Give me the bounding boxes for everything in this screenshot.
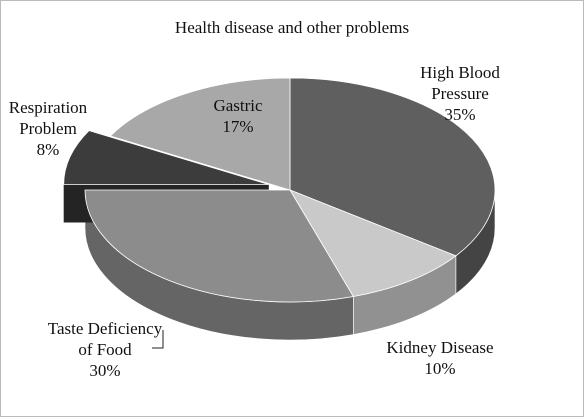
chart-title: Health disease and other problems [174, 18, 410, 37]
pie-slice [289, 189, 457, 297]
slice-label: Gastric 17% [178, 95, 298, 137]
value-label: 10% [424, 359, 456, 378]
category-label: Kidney Disease [386, 338, 494, 357]
value-label: 17% [222, 117, 254, 136]
slice-label: Respiration Problem 8% [0, 97, 108, 160]
slice-label: Kidney Disease 10% [380, 337, 500, 379]
category-label: Gastric [213, 96, 263, 115]
category-label: Taste Deficiency of Food [47, 319, 163, 359]
pie-slice [84, 189, 354, 303]
top-layer [63, 77, 496, 303]
slice-label: Taste Deficiency of Food 30% [45, 318, 165, 381]
pie-slice [289, 77, 496, 257]
category-label: High Blood Pressure [420, 63, 500, 103]
leader-line [152, 330, 164, 349]
pie-slice [63, 130, 269, 185]
pie-slice [109, 77, 291, 191]
category-label: Respiration Problem [8, 98, 88, 138]
value-label: 35% [444, 105, 476, 124]
slice-label: High Blood Pressure 35% [400, 62, 520, 125]
value-label: 8% [36, 140, 60, 159]
value-label: 30% [89, 361, 121, 380]
